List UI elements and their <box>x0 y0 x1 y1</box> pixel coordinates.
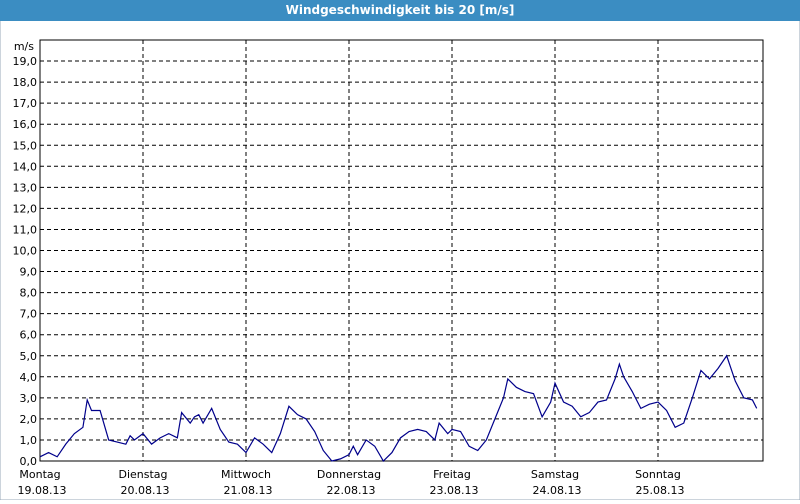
y-tick-label: 4,0 <box>20 371 38 384</box>
x-tick-label: Sonntag <box>635 468 681 481</box>
y-tick-label: 5,0 <box>20 350 38 363</box>
y-tick-label: 17,0 <box>13 97 38 110</box>
y-tick-label: 7,0 <box>20 308 38 321</box>
x-tick-label: Dienstag <box>118 468 167 481</box>
chart-title: Windgeschwindigkeit bis 20 [m/s] <box>286 3 515 17</box>
y-tick-label: 10,0 <box>13 245 38 258</box>
x-tick-date: 23.08.13 <box>430 484 479 497</box>
y-tick-label: 0,0 <box>20 455 38 468</box>
x-tick-label: Donnerstag <box>317 468 381 481</box>
y-tick-label: 1,0 <box>20 434 38 447</box>
y-tick-label: 15,0 <box>13 139 38 152</box>
x-tick-date: 19.08.13 <box>18 484 67 497</box>
y-unit: m/s <box>14 40 34 53</box>
y-tick-label: 9,0 <box>20 266 38 279</box>
y-tick-label: 11,0 <box>13 223 38 236</box>
x-tick-label: Freitag <box>433 468 471 481</box>
x-tick-label: Mittwoch <box>221 468 271 481</box>
x-tick-date: 24.08.13 <box>533 484 582 497</box>
y-tick-label: 3,0 <box>20 392 38 405</box>
x-tick-label: Samstag <box>531 468 579 481</box>
title-bar <box>0 0 800 21</box>
y-tick-label: 14,0 <box>13 160 38 173</box>
x-tick-date: 21.08.13 <box>224 484 273 497</box>
y-tick-label: 2,0 <box>20 413 38 426</box>
y-tick-label: 13,0 <box>13 181 38 194</box>
y-tick-label: 18,0 <box>13 76 38 89</box>
y-tick-label: 19,0 <box>13 55 38 68</box>
y-tick-label: 12,0 <box>13 202 38 215</box>
y-tick-label: 6,0 <box>20 329 38 342</box>
y-tick-label: 8,0 <box>20 287 38 300</box>
x-tick-date: 20.08.13 <box>121 484 170 497</box>
x-tick-date: 25.08.13 <box>636 484 685 497</box>
y-tick-label: 16,0 <box>13 118 38 131</box>
x-tick-date: 22.08.13 <box>327 484 376 497</box>
x-tick-label: Montag <box>19 468 60 481</box>
data-line <box>39 354 758 462</box>
